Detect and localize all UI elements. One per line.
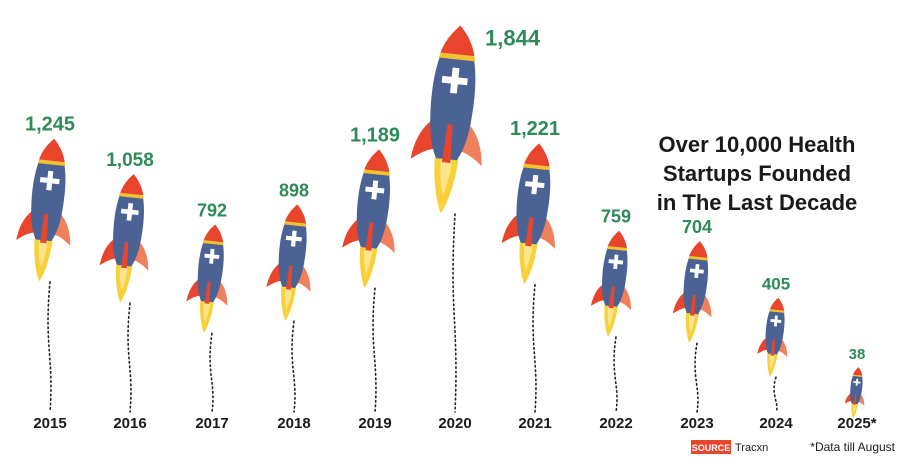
rocket-2020 <box>405 21 497 217</box>
source-credit: SOURCE Tracxn <box>691 440 768 454</box>
trail-2021 <box>532 283 537 413</box>
value-label-2015: 1,245 <box>25 114 75 136</box>
value-label-2023: 704 <box>682 217 712 237</box>
title-line-2: Startups Founded <box>663 161 851 186</box>
rocket-2021 <box>497 140 566 287</box>
year-label-2015: 2015 <box>33 415 66 432</box>
year-label-2023: 2023 <box>680 415 713 432</box>
source-badge <box>691 440 731 454</box>
value-labels: 1,245 1,058 792 898 1,189 1,844 1,221 759 704 405… <box>25 25 865 363</box>
rocket-2018 <box>263 202 320 324</box>
year-label-2020: 2020 <box>438 415 471 432</box>
value-label-2019: 1,189 <box>350 124 400 146</box>
value-label-2025*: 38 <box>849 346 866 363</box>
trail-2024 <box>773 376 778 413</box>
rocket-2016 <box>95 171 159 306</box>
value-label-2020: 1,844 <box>485 25 541 50</box>
year-label-2017: 2017 <box>195 415 228 432</box>
rocket-marks <box>12 21 869 420</box>
source-name: Tracxn <box>735 442 768 454</box>
year-label-2019: 2019 <box>358 415 391 432</box>
rocket-2015 <box>12 136 82 285</box>
value-label-2017: 792 <box>197 200 227 220</box>
trail-2018 <box>291 320 296 413</box>
year-label-2021: 2021 <box>518 415 551 432</box>
dotted-trails <box>47 213 778 413</box>
chart-title: Over 10,000 Health Startups Founded in T… <box>657 132 858 215</box>
trail-2022 <box>613 336 618 413</box>
rocket-2023 <box>670 239 720 345</box>
year-label-2024: 2024 <box>759 415 793 432</box>
rocket-2025* <box>843 366 869 420</box>
rocket-2019 <box>338 146 406 291</box>
trail-2015 <box>47 281 52 413</box>
year-label-2022: 2022 <box>599 415 632 432</box>
trail-2016 <box>127 302 132 413</box>
trail-2023 <box>694 342 699 413</box>
source-tag: SOURCE <box>692 443 731 453</box>
year-label-2016: 2016 <box>113 415 146 432</box>
trail-2020 <box>452 213 457 413</box>
value-label-2021: 1,221 <box>510 118 560 140</box>
title-line-1: Over 10,000 Health <box>659 132 856 157</box>
value-label-2022: 759 <box>601 207 631 227</box>
footnote: *Data till August <box>810 440 895 454</box>
year-labels: 2015 2016 2017 2018 2019 2020 2021 2022 2023 2024… <box>33 415 876 432</box>
rocket-2022 <box>587 228 640 339</box>
year-label-2025*: 2025* <box>837 415 876 432</box>
rocket-2024 <box>755 296 794 379</box>
trail-2019 <box>372 287 377 413</box>
trail-2017 <box>209 332 214 413</box>
title-line-3: in The Last Decade <box>657 190 858 215</box>
rocket-2017 <box>183 222 236 336</box>
value-label-2024: 405 <box>762 275 790 294</box>
year-label-2018: 2018 <box>277 415 310 432</box>
value-label-2018: 898 <box>279 180 309 200</box>
value-label-2016: 1,058 <box>106 150 154 171</box>
